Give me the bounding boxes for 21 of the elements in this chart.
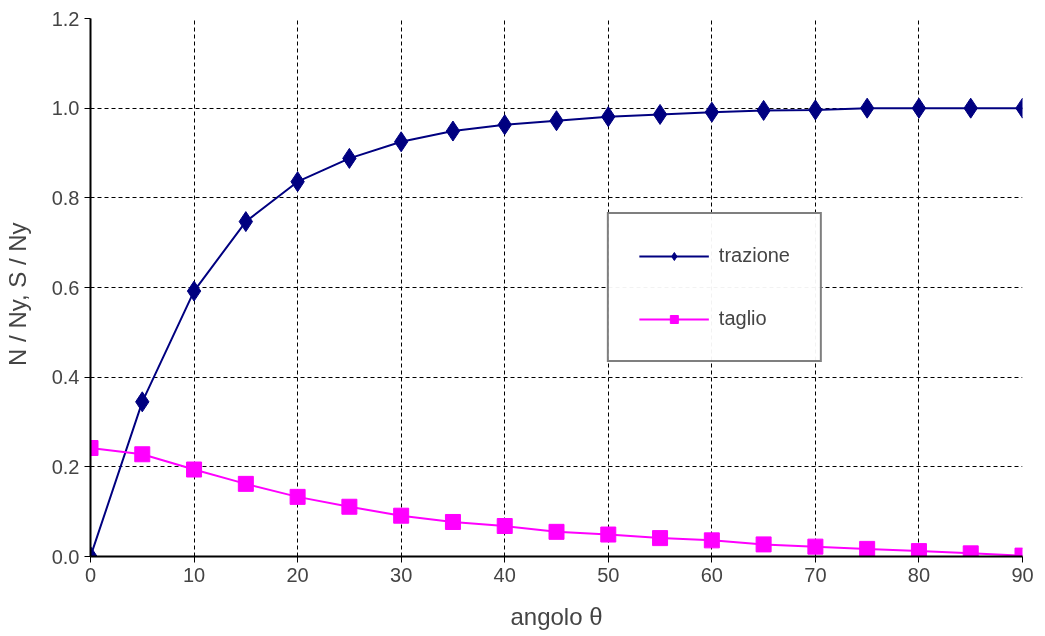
x-tick-label: 30 (390, 563, 413, 586)
x-tick-label: 60 (700, 563, 723, 586)
y-axis-title: N / Ny, S / Ny (3, 222, 31, 366)
x-tick-label: 70 (804, 563, 827, 586)
x-tick-label: 80 (907, 563, 931, 586)
legend-label: taglio (718, 307, 767, 330)
x-tick-label: 40 (493, 563, 516, 586)
y-tick-label: 1.2 (51, 7, 80, 30)
x-tick-label: 0 (84, 563, 97, 586)
x-tick-label: 90 (1011, 563, 1034, 586)
y-tick-label: 0.6 (51, 276, 80, 299)
y-tick-label: 0.2 (51, 455, 80, 478)
x-axis-title: angolo θ (510, 602, 603, 630)
y-tick-label: 0.0 (51, 545, 80, 568)
y-tick-label: 0.4 (51, 366, 80, 389)
x-tick-label: 20 (286, 563, 309, 586)
x-tick-label: 10 (182, 563, 206, 586)
y-tick-label: 0.8 (51, 186, 80, 209)
x-tick-label: 50 (597, 563, 620, 586)
legend-label: trazione (718, 244, 790, 267)
y-tick-label: 1.0 (51, 97, 80, 120)
